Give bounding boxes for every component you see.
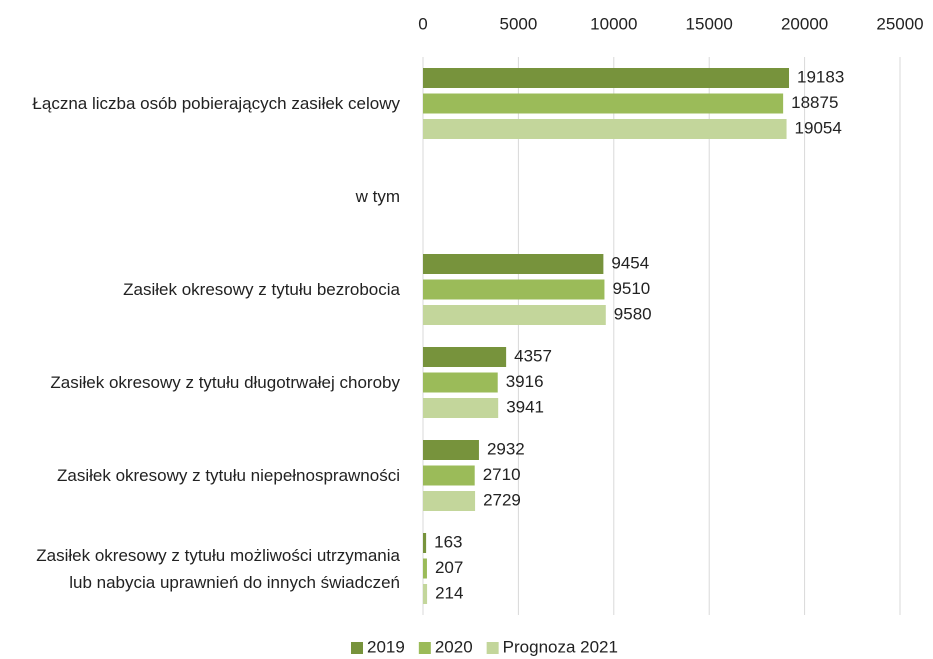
data-label: 9510 bbox=[612, 279, 650, 298]
data-label: 3941 bbox=[506, 397, 544, 416]
x-tick-label: 5000 bbox=[499, 14, 537, 33]
data-label: 19054 bbox=[795, 118, 842, 137]
bar bbox=[423, 279, 605, 300]
data-label: 3916 bbox=[506, 372, 544, 391]
legend-swatch bbox=[351, 642, 363, 654]
bar bbox=[423, 119, 787, 139]
bar bbox=[423, 254, 604, 274]
bar bbox=[423, 372, 498, 393]
x-tick-label: 15000 bbox=[686, 14, 733, 33]
x-tick-label: 25000 bbox=[876, 14, 923, 33]
legend-label: 2020 bbox=[435, 637, 473, 656]
category-label: Zasiłek okresowy z tytułu bezrobocia bbox=[123, 280, 400, 299]
data-label: 207 bbox=[435, 558, 463, 577]
x-tick-label: 0 bbox=[418, 14, 427, 33]
data-label: 2729 bbox=[483, 490, 521, 509]
bar bbox=[423, 305, 606, 325]
legend-label: Prognoza 2021 bbox=[503, 637, 618, 656]
data-label: 4357 bbox=[514, 346, 552, 365]
bar bbox=[423, 491, 476, 511]
data-label: 2710 bbox=[483, 465, 521, 484]
category-label: Łączna liczba osób pobierających zasiłek… bbox=[32, 94, 400, 113]
bar bbox=[423, 93, 784, 114]
bar bbox=[423, 68, 790, 88]
data-label: 18875 bbox=[791, 93, 838, 112]
category-label: Zasiłek okresowy z tytułu możliwości utr… bbox=[36, 545, 400, 592]
data-label: 163 bbox=[434, 532, 462, 551]
category-label: Zasiłek okresowy z tytułu długotrwałej c… bbox=[50, 373, 400, 392]
data-label: 214 bbox=[435, 583, 463, 602]
bar bbox=[423, 398, 499, 418]
category-label: Zasiłek okresowy z tytułu niepełnosprawn… bbox=[57, 466, 400, 485]
data-label: 9454 bbox=[611, 253, 649, 272]
legend-label: 2019 bbox=[367, 637, 405, 656]
x-tick-label: 20000 bbox=[781, 14, 828, 33]
data-label: 9580 bbox=[614, 304, 652, 323]
legend-swatch bbox=[418, 642, 431, 654]
legend-swatch bbox=[486, 642, 499, 654]
data-label: 2932 bbox=[487, 439, 525, 458]
bar bbox=[423, 558, 427, 579]
bar bbox=[423, 440, 479, 460]
category-label: w tym bbox=[355, 187, 400, 206]
bar bbox=[423, 584, 428, 604]
data-label: 19183 bbox=[797, 67, 844, 86]
x-tick-label: 10000 bbox=[590, 14, 637, 33]
bar bbox=[423, 465, 475, 486]
bar bbox=[423, 533, 427, 553]
bar bbox=[423, 347, 507, 367]
